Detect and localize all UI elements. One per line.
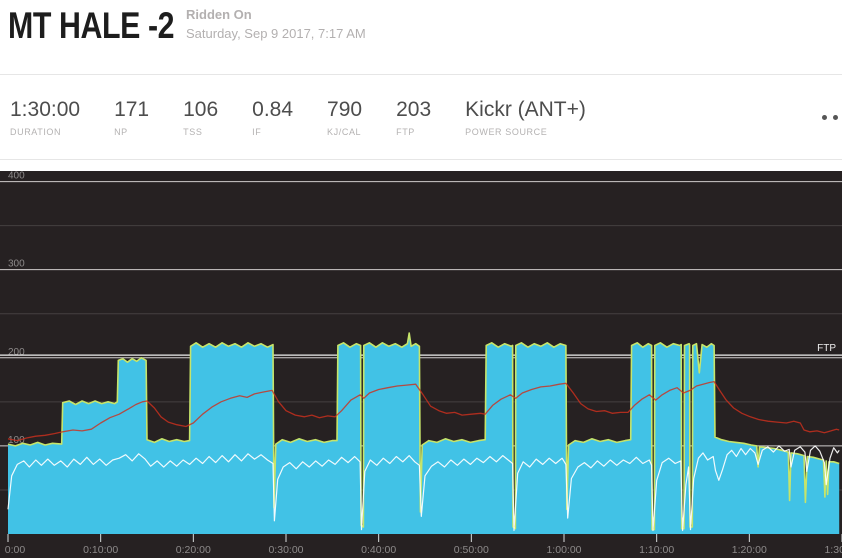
x-axis-label: 1:00:00 bbox=[546, 544, 581, 556]
ridden-on-date: Saturday, Sep 9 2017, 7:17 AM bbox=[186, 26, 366, 41]
y-axis-label: 300 bbox=[8, 259, 25, 270]
heart-rate-line bbox=[7, 380, 840, 442]
x-axis-label: 1:30:00 bbox=[824, 544, 842, 556]
stat-np: 171 NP bbox=[114, 98, 150, 138]
ride-chart-container[interactable]: 100 200 300 400 FTP 0:00 0:10:00 0:20:00 0:30:00… bbox=[0, 171, 842, 558]
ftp-label: FTP bbox=[817, 343, 836, 354]
page-title: MT HALE -2 bbox=[8, 5, 175, 46]
y-axis-label: 400 bbox=[8, 171, 25, 182]
x-axis-label: 0:40:00 bbox=[361, 544, 396, 556]
x-axis-label: 0:10:00 bbox=[83, 544, 118, 556]
x-axis-label: 1:20:00 bbox=[732, 544, 767, 556]
cadence-line bbox=[7, 445, 840, 532]
ellipsis-icon bbox=[833, 115, 838, 121]
ellipsis-icon bbox=[822, 115, 827, 121]
stat-label: NP bbox=[114, 127, 128, 137]
x-axis-label: 0:30:00 bbox=[268, 544, 303, 556]
ride-stats: 1:30:00 DURATION 171 NP 106 TSS 0.84 IF 790 KJ/CA… bbox=[10, 98, 620, 138]
x-axis-label: 1:10:00 bbox=[639, 544, 674, 556]
x-axis-label: 0:50:00 bbox=[454, 544, 489, 556]
ride-stats-bar: 1:30:00 DURATION 171 NP 106 TSS 0.84 IF 790 KJ/CA… bbox=[0, 75, 842, 160]
stat-kj-cal: 790 KJ/CAL bbox=[327, 98, 363, 138]
ridden-on-label: Ridden On bbox=[186, 7, 252, 22]
stat-value: Kickr (ANT+) bbox=[465, 98, 586, 121]
stat-value: 171 bbox=[114, 98, 150, 121]
stat-label: KJ/CAL bbox=[327, 127, 362, 137]
stat-value: 106 bbox=[183, 98, 219, 121]
stat-if: 0.84 IF bbox=[252, 98, 294, 138]
x-axis-strip bbox=[0, 536, 842, 558]
stat-value: 203 bbox=[396, 98, 432, 121]
x-axis-label: 0:00 bbox=[5, 544, 26, 556]
more-options-button[interactable] bbox=[816, 109, 842, 125]
stat-label: IF bbox=[252, 127, 262, 137]
stat-tss: 106 TSS bbox=[183, 98, 219, 138]
power-line bbox=[7, 332, 840, 531]
stat-power-source: Kickr (ANT+) POWER SOURCE bbox=[465, 98, 586, 138]
stat-label: TSS bbox=[183, 127, 203, 137]
stat-label: FTP bbox=[396, 127, 415, 137]
ride-header: MT HALE -2 Ridden On Saturday, Sep 9 201… bbox=[0, 0, 842, 75]
stat-ftp: 203 FTP bbox=[396, 98, 432, 138]
y-axis-label: 200 bbox=[8, 347, 25, 358]
stat-duration: 1:30:00 DURATION bbox=[10, 98, 81, 138]
stat-value: 0.84 bbox=[252, 98, 294, 121]
stat-value: 790 bbox=[327, 98, 363, 121]
stat-label: POWER SOURCE bbox=[465, 127, 548, 137]
x-axis-label: 0:20:00 bbox=[176, 544, 211, 556]
stat-value: 1:30:00 bbox=[10, 98, 81, 121]
stat-label: DURATION bbox=[10, 127, 62, 137]
